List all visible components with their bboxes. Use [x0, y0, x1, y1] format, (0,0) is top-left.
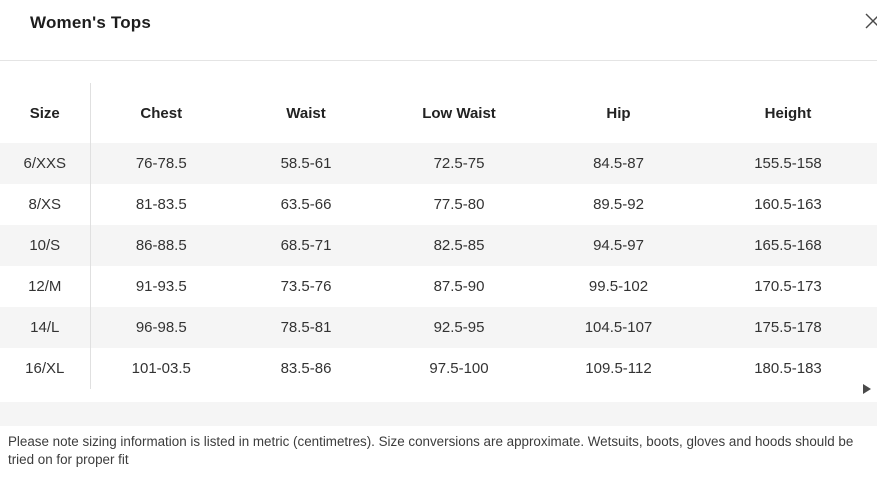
- measurement-cell: 94.5-97: [593, 237, 644, 254]
- measurement-cell: 63.5-66: [280, 196, 332, 213]
- column-header-waist: Waist: [286, 104, 326, 122]
- measurement-cell: 175.5-178: [754, 319, 822, 336]
- measurement-cell: 165.5-168: [754, 237, 822, 254]
- measurement-cell: 82.5-85: [433, 237, 485, 254]
- measurement-cell: 96-98.5: [135, 319, 187, 336]
- bottom-gray-band: [0, 402, 877, 426]
- measurement-cell: 73.5-76: [280, 278, 332, 295]
- measurement-cell: 155.5-158: [754, 155, 822, 172]
- column-header-chest: Chest: [140, 104, 183, 122]
- measurement-cell: 180.5-183: [754, 360, 822, 377]
- size-cell: 14/L: [0, 307, 91, 348]
- table-row: 10/S 86-88.5 68.5-71 82.5-85 94.5-97 165.5-16…: [0, 225, 877, 266]
- measurement-cell: 109.5-112: [585, 360, 652, 377]
- close-button[interactable]: [859, 7, 877, 35]
- table-header-row: Size Chest Waist Low Waist Hip Height: [0, 83, 877, 143]
- measurement-cell: 104.5-107: [584, 319, 653, 336]
- measurement-cell: 78.5-81: [280, 319, 332, 336]
- measurement-cell: 87.5-90: [433, 278, 485, 295]
- table-row: 12/M 91-93.5 73.5-76 87.5-90 99.5-102 170.5-1…: [0, 266, 877, 307]
- measurement-cell: 92.5-95: [433, 319, 485, 336]
- measurement-cell: 68.5-71: [280, 237, 332, 254]
- size-cell: 16/XL: [0, 348, 91, 389]
- table-row: 14/L 96-98.5 78.5-81 92.5-95 104.5-107 175.5-…: [0, 307, 877, 348]
- size-cell: 8/XS: [0, 184, 91, 225]
- column-header-height: Height: [764, 104, 812, 122]
- column-header-size: Size: [0, 83, 91, 143]
- measurement-cell: 101-03.5: [131, 360, 191, 377]
- column-header-low-waist: Low Waist: [422, 104, 496, 122]
- measurement-cell: 58.5-61: [280, 155, 332, 172]
- page-title: Women's Tops: [30, 13, 152, 32]
- measurement-cell: 91-93.5: [135, 278, 187, 295]
- modal-header: Women's Tops: [0, 0, 877, 61]
- measurement-cell: 170.5-173: [754, 278, 822, 295]
- measurement-cell: 76-78.5: [135, 155, 187, 172]
- table-row: 16/XL 101-03.5 83.5-86 97.5-100 109.5-112 180…: [0, 348, 877, 389]
- measurement-cell: 97.5-100: [429, 360, 489, 377]
- size-chart-table: Size Chest Waist Low Waist Hip Height 6/XXS 76…: [0, 83, 877, 389]
- size-cell: 10/S: [0, 225, 91, 266]
- sizing-disclaimer: Please note sizing information is listed…: [8, 434, 854, 467]
- table-row: 6/XXS 76-78.5 58.5-61 72.5-75 84.5-87 155.5-1…: [0, 143, 877, 184]
- measurement-cell: 84.5-87: [593, 155, 644, 172]
- measurement-cell: 99.5-102: [588, 278, 649, 295]
- size-cell: 6/XXS: [0, 143, 91, 184]
- measurement-cell: 81-83.5: [135, 196, 187, 213]
- measurement-cell: 83.5-86: [280, 360, 332, 377]
- measurement-cell: 160.5-163: [754, 196, 822, 213]
- measurement-cell: 86-88.5: [135, 237, 187, 254]
- size-cell: 12/M: [0, 266, 91, 307]
- scroll-right-icon[interactable]: [863, 384, 871, 394]
- measurement-cell: 72.5-75: [433, 155, 485, 172]
- table-row: 8/XS 81-83.5 63.5-66 77.5-80 89.5-92 160.5-16…: [0, 184, 877, 225]
- table-body: 6/XXS 76-78.5 58.5-61 72.5-75 84.5-87 155.5-1…: [0, 143, 877, 389]
- column-header-hip: Hip: [606, 104, 631, 122]
- measurement-cell: 89.5-92: [593, 196, 644, 213]
- measurement-cell: 77.5-80: [433, 196, 485, 213]
- scroll-strip: [0, 384, 877, 402]
- close-icon: [859, 13, 877, 38]
